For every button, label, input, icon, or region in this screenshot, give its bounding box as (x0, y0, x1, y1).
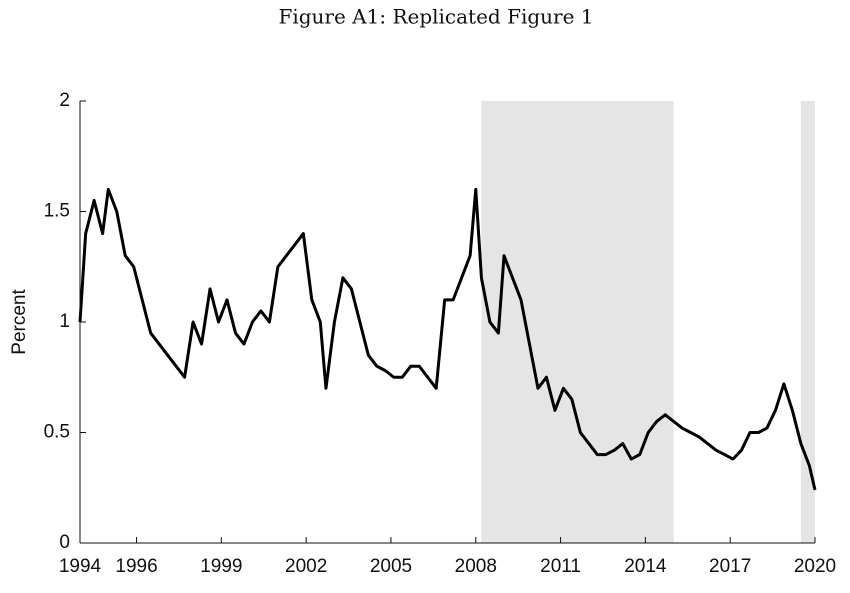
y-tick-label: 2 (59, 90, 70, 111)
data-line (78, 187, 817, 491)
x-tick-label: 2008 (455, 556, 497, 577)
x-tick-label: 1994 (59, 556, 102, 577)
x-tick-label: 2017 (709, 556, 751, 577)
shaded-region (800, 101, 815, 543)
x-tick-label: 2011 (540, 556, 581, 577)
x-tick-label: 2005 (370, 556, 412, 577)
x-tick-label: 1996 (115, 556, 157, 577)
y-axis-label: Percent (9, 289, 30, 355)
y-tick-label: 0.5 (44, 422, 70, 443)
y-tick-label: 1 (59, 311, 70, 332)
shaded-region (481, 101, 674, 543)
x-tick-label: 2014 (624, 556, 667, 577)
x-tick-label: 1999 (200, 556, 242, 577)
chart-title: Figure A1: Replicated Figure 1 (278, 5, 593, 29)
y-tick-label: 0 (59, 532, 70, 553)
y-tick-label: 1.5 (44, 201, 70, 222)
x-tick-label: 2020 (794, 556, 836, 577)
x-tick-label: 2002 (285, 556, 327, 577)
